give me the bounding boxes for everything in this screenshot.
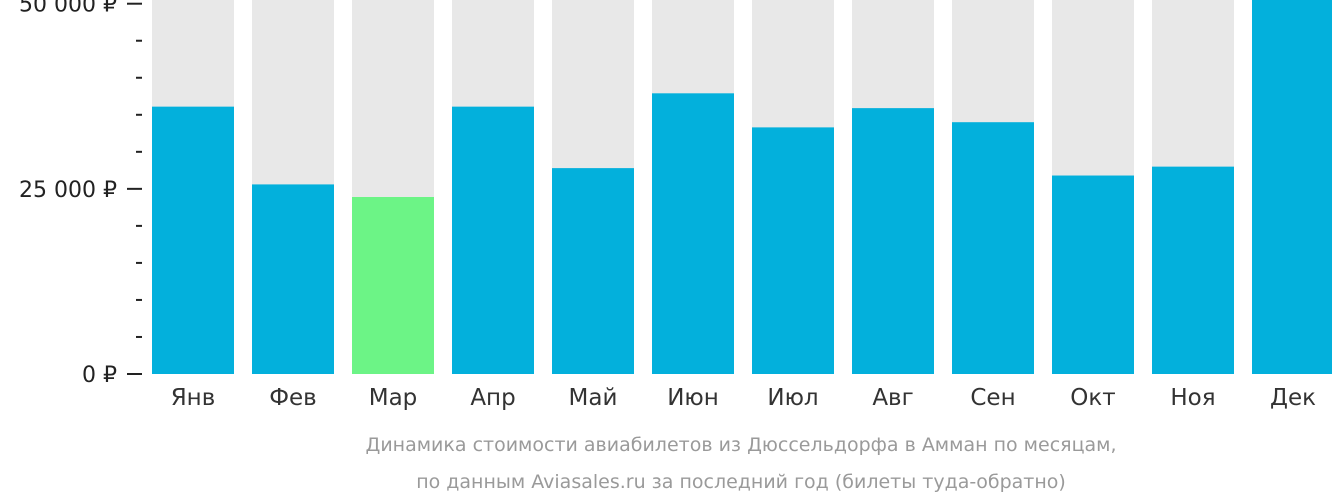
y-tick-label: 50 000 ₽ [19,0,117,18]
bars [152,0,1332,375]
bar[interactable] [352,196,434,374]
x-tick-label: Окт [1070,385,1115,411]
bar[interactable] [252,184,334,374]
x-tick-label: Июл [767,385,818,411]
chart-caption-line-2: по данным Aviasales.ru за последний год … [416,471,1066,493]
x-tick-label: Сен [970,385,1015,411]
x-tick-label: Янв [171,385,216,411]
x-tick-label: Ноя [1170,385,1215,411]
bar[interactable] [952,122,1034,374]
bar[interactable] [1052,175,1134,374]
bar[interactable] [1152,166,1234,374]
bar[interactable] [752,127,834,375]
x-tick-label: Авг [872,385,913,411]
bar[interactable] [1252,0,1332,374]
bar[interactable] [852,108,934,374]
x-tick-label: Май [569,385,618,411]
bar[interactable] [652,93,734,374]
chart-caption-line-1: Динамика стоимости авиабилетов из Дюссел… [365,434,1116,456]
x-axis-labels: Янв Фев Мар Апр Май Июн Июл Авг Сен Окт Ноя Дек [171,385,1316,411]
bar[interactable] [152,106,234,375]
y-tick-label: 0 ₽ [82,363,117,388]
y-axis: 0 ₽ 25 000 ₽ 50 000 ₽ [19,0,142,388]
x-tick-label: Фев [269,385,317,411]
x-tick-label: Апр [470,385,515,411]
x-tick-label: Дек [1270,385,1316,411]
x-tick-label: Мар [369,385,418,411]
y-tick-label: 25 000 ₽ [19,178,117,203]
x-tick-label: Июн [667,385,719,411]
bar[interactable] [552,168,634,374]
bar[interactable] [452,106,534,375]
